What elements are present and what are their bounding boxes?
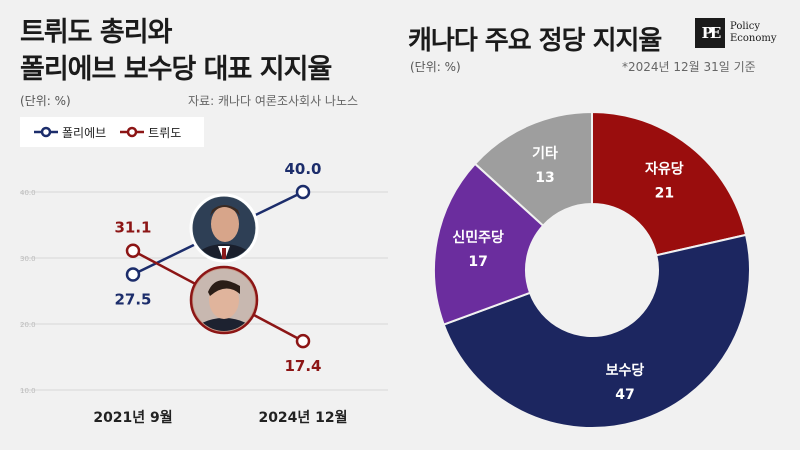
data-label: 40.0 bbox=[284, 160, 321, 178]
donut-chart: 자유당 21 보수당 47 신민주당 17 기타 13 bbox=[433, 110, 751, 429]
legend-label-trudeau: 트뤼도 bbox=[148, 125, 182, 140]
y-tick-label: 10.0 bbox=[20, 387, 36, 395]
slice-label: 보수당 bbox=[606, 362, 645, 379]
right-unit-label: (단위: %) bbox=[410, 60, 461, 74]
data-point bbox=[295, 333, 311, 349]
legend-item-trudeau: 트뤼도 bbox=[120, 124, 181, 141]
slice-label: 기타 bbox=[532, 146, 558, 162]
data-point bbox=[125, 243, 141, 258]
data-label: 27.5 bbox=[114, 291, 151, 309]
trudeau-portrait bbox=[189, 265, 259, 335]
legend-item-poilievre: 폴리에브 bbox=[34, 124, 106, 141]
donut-slice bbox=[433, 162, 545, 326]
slice-value: 21 bbox=[655, 185, 674, 201]
line-chart-legend: 폴리에브 트뤼도 bbox=[20, 117, 204, 147]
slice-label: 자유당 bbox=[645, 160, 684, 177]
x-tick-label: 2024년 12월 bbox=[258, 409, 347, 426]
slice-value: 17 bbox=[468, 254, 487, 270]
data-point bbox=[125, 267, 141, 282]
left-title-line1: 트뤼도 총리와 bbox=[20, 17, 172, 48]
right-chart-title: 캐나다 주요 정당 지지율 bbox=[408, 26, 662, 56]
y-tick-label: 20.0 bbox=[20, 321, 36, 329]
slice-value: 13 bbox=[535, 170, 554, 186]
date-note: *2024년 12월 31일 기준 bbox=[622, 60, 756, 74]
legend-marker-poilievre bbox=[34, 126, 58, 138]
left-chart-title: 트뤼도 총리와 폴리에브 보수당 대표 지지율 bbox=[20, 14, 332, 88]
legend-marker-trudeau bbox=[120, 126, 145, 138]
y-tick-label: 40.0 bbox=[20, 189, 36, 197]
slice-label: 신민주당 bbox=[452, 229, 504, 246]
donut-slice bbox=[473, 110, 593, 228]
source-note: 자료: 캐나다 여론조사회사 나노스 bbox=[188, 94, 359, 108]
legend-label-poilievre: 폴리에브 bbox=[62, 125, 107, 140]
logo-line1: Policy bbox=[730, 21, 760, 32]
donut-slice bbox=[442, 233, 751, 429]
policy-economy-logo: PE Policy Economy bbox=[695, 18, 777, 48]
logo-line2: Economy bbox=[730, 33, 777, 44]
data-point bbox=[295, 184, 311, 200]
line-chart: 40.0 30.0 20.0 10.0 bbox=[20, 160, 388, 426]
donut-slice bbox=[591, 110, 748, 257]
x-tick-label: 2021년 9월 bbox=[93, 409, 172, 426]
data-label: 17.4 bbox=[284, 357, 321, 375]
left-title-line2: 폴리에브 보수당 대표 지지율 bbox=[20, 54, 332, 85]
poilievre-portrait bbox=[189, 193, 259, 263]
left-unit-label: (단위: %) bbox=[20, 94, 71, 108]
y-tick-label: 30.0 bbox=[20, 255, 36, 263]
data-label: 31.1 bbox=[114, 219, 151, 237]
slice-value: 47 bbox=[615, 387, 634, 403]
logo-text: Policy Economy bbox=[730, 21, 777, 45]
logo-mark: PE bbox=[695, 18, 725, 48]
